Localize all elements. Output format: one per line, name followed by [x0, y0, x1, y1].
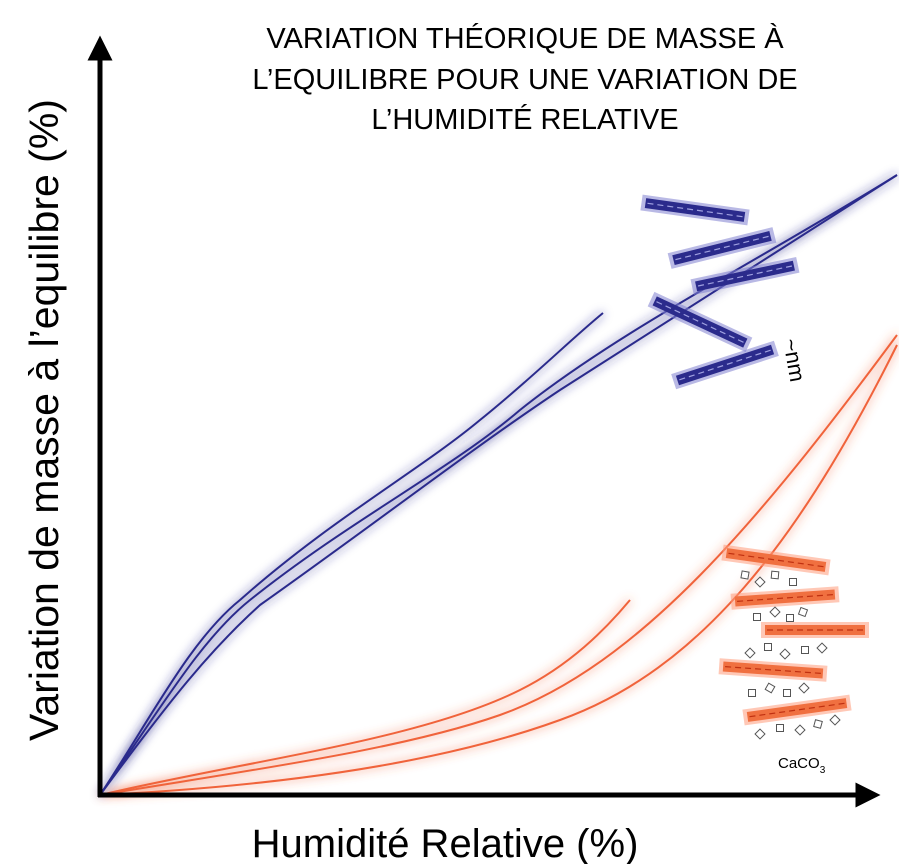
orange-curves: [99, 334, 898, 796]
mineral-formula: CaCO: [778, 755, 820, 772]
title-line: L’EQUILIBRE POUR UNE VARIATION DE: [252, 64, 797, 96]
title-line: VARIATION THÉORIQUE DE MASSE À: [266, 22, 784, 55]
mineral-subscript: 3: [820, 765, 826, 776]
title-line: L’HUMIDITÉ RELATIVE: [371, 103, 678, 136]
x-axis-label: Humidité Relative (%): [252, 822, 639, 864]
y-axis-label: Variation de masse à l’equilibre (%): [21, 99, 67, 741]
carbonate-platelets: [717, 543, 870, 727]
scale-label: ~nm: [778, 337, 810, 384]
clay-platelets: [639, 193, 801, 390]
mineral-label: CaCO3: [778, 755, 826, 776]
